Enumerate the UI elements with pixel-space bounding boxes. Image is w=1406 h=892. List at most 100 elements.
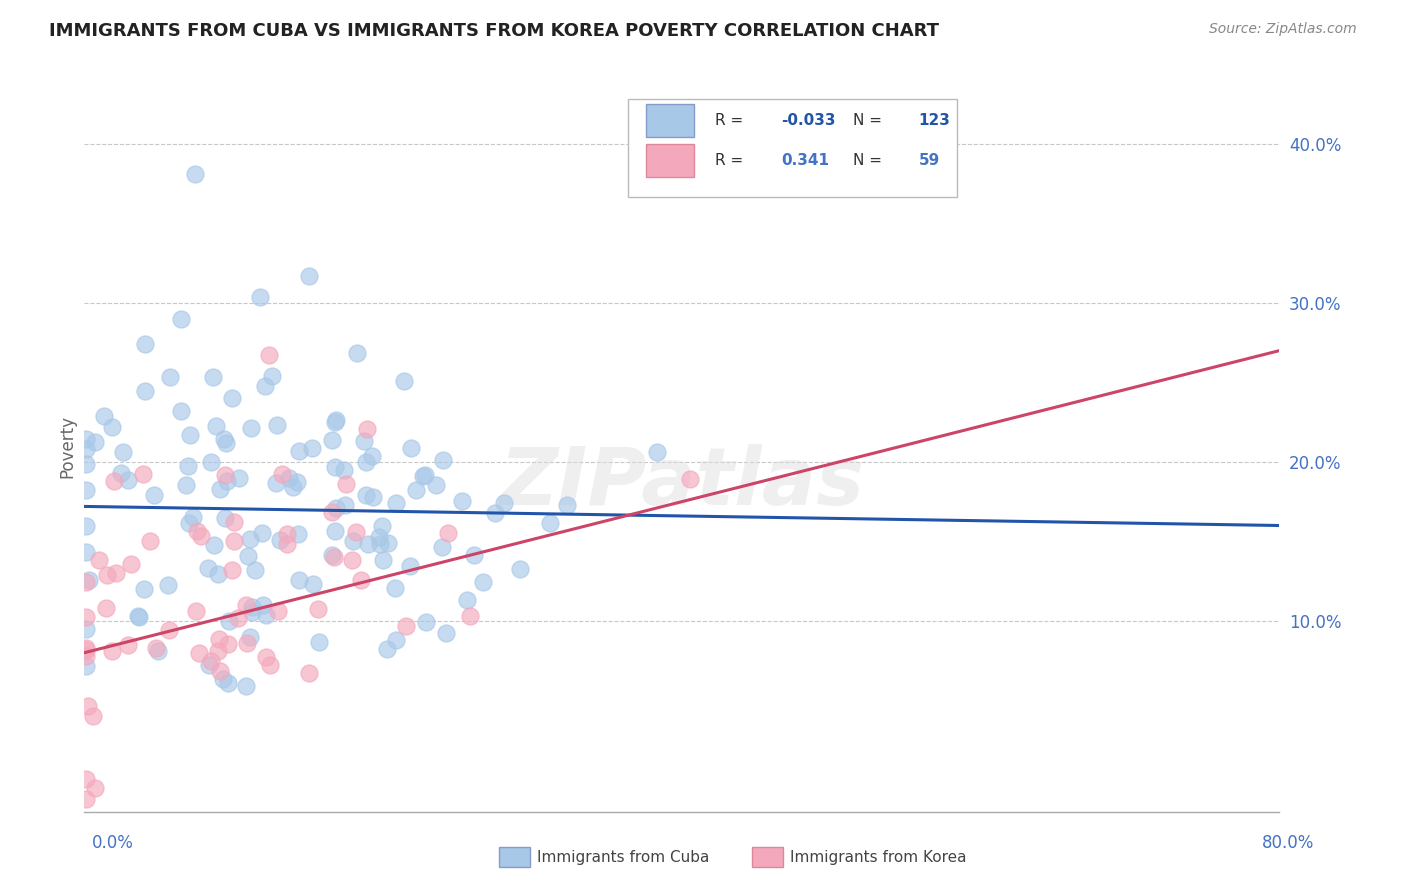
Point	[385, 496, 408, 510]
Point	[181, 510, 204, 524]
Point	[301, 441, 323, 455]
Point	[197, 658, 219, 673]
Point	[197, 560, 219, 574]
Text: ZIPatlas: ZIPatlas	[499, 443, 865, 522]
Point	[354, 488, 377, 502]
Point	[538, 516, 561, 530]
Y-axis label: Poverty: Poverty	[58, 415, 76, 477]
Text: Source: ZipAtlas.com: Source: ZipAtlas.com	[1209, 22, 1357, 37]
Point	[262, 369, 284, 384]
Point	[184, 167, 207, 181]
Point	[207, 643, 229, 657]
Point	[323, 524, 346, 538]
Point	[321, 505, 343, 519]
Point	[385, 632, 408, 647]
Point	[96, 568, 118, 582]
Point	[373, 553, 395, 567]
Point	[269, 533, 291, 547]
Point	[75, 442, 97, 456]
Point	[75, 519, 97, 533]
Point	[252, 526, 274, 541]
Point	[239, 630, 262, 644]
Point	[132, 582, 155, 596]
Point	[75, 791, 97, 805]
Point	[371, 519, 394, 533]
Point	[235, 679, 257, 693]
Point	[208, 482, 231, 496]
Point	[287, 527, 309, 541]
Text: IMMIGRANTS FROM CUBA VS IMMIGRANTS FROM KOREA POVERTY CORRELATION CHART: IMMIGRANTS FROM CUBA VS IMMIGRANTS FROM …	[49, 22, 939, 40]
Point	[117, 473, 139, 487]
Point	[218, 614, 240, 628]
Point	[75, 772, 97, 787]
Point	[285, 475, 308, 490]
Point	[471, 574, 494, 589]
Point	[222, 515, 245, 529]
Point	[405, 483, 427, 497]
Point	[463, 549, 485, 563]
Point	[202, 538, 225, 552]
Point	[361, 490, 384, 504]
Point	[399, 441, 422, 455]
Text: 80.0%: 80.0%	[1263, 834, 1315, 852]
Point	[325, 412, 347, 426]
Point	[186, 524, 208, 539]
Point	[76, 699, 98, 714]
Point	[413, 468, 436, 483]
Point	[349, 574, 371, 588]
Point	[221, 391, 243, 405]
Point	[357, 537, 380, 551]
Point	[264, 476, 287, 491]
Point	[412, 468, 434, 483]
Point	[333, 463, 356, 477]
Point	[134, 336, 156, 351]
Point	[142, 488, 165, 502]
Point	[169, 312, 191, 326]
Point	[87, 553, 110, 567]
Point	[323, 415, 346, 429]
Point	[208, 632, 231, 646]
Point	[157, 624, 180, 638]
Point	[208, 664, 231, 678]
Text: Immigrants from Cuba: Immigrants from Cuba	[537, 850, 710, 864]
Point	[83, 435, 105, 450]
Text: N =: N =	[853, 113, 887, 128]
Point	[298, 269, 321, 284]
Point	[75, 659, 97, 673]
Point	[101, 644, 124, 658]
Text: Immigrants from Korea: Immigrants from Korea	[790, 850, 967, 864]
Point	[104, 566, 127, 580]
Point	[184, 604, 207, 618]
Point	[302, 577, 325, 591]
Point	[82, 708, 104, 723]
Point	[367, 530, 389, 544]
Point	[75, 574, 97, 589]
Point	[120, 557, 142, 571]
Point	[110, 466, 132, 480]
Point	[207, 566, 229, 581]
Point	[240, 599, 263, 614]
Point	[159, 370, 181, 384]
Point	[377, 536, 399, 550]
Point	[201, 370, 224, 384]
Point	[146, 644, 169, 658]
Point	[200, 455, 222, 469]
Point	[425, 477, 447, 491]
Point	[342, 533, 364, 548]
Point	[111, 445, 134, 459]
Point	[298, 665, 321, 680]
Point	[96, 600, 118, 615]
Point	[221, 563, 243, 577]
Text: 0.0%: 0.0%	[91, 834, 134, 852]
Point	[323, 460, 346, 475]
Point	[127, 609, 149, 624]
Point	[214, 467, 236, 482]
Point	[451, 494, 474, 508]
Point	[75, 623, 97, 637]
Point	[132, 467, 155, 481]
Point	[287, 444, 309, 458]
Point	[415, 615, 437, 629]
Point	[242, 606, 264, 620]
Point	[266, 418, 288, 433]
Point	[134, 384, 156, 398]
